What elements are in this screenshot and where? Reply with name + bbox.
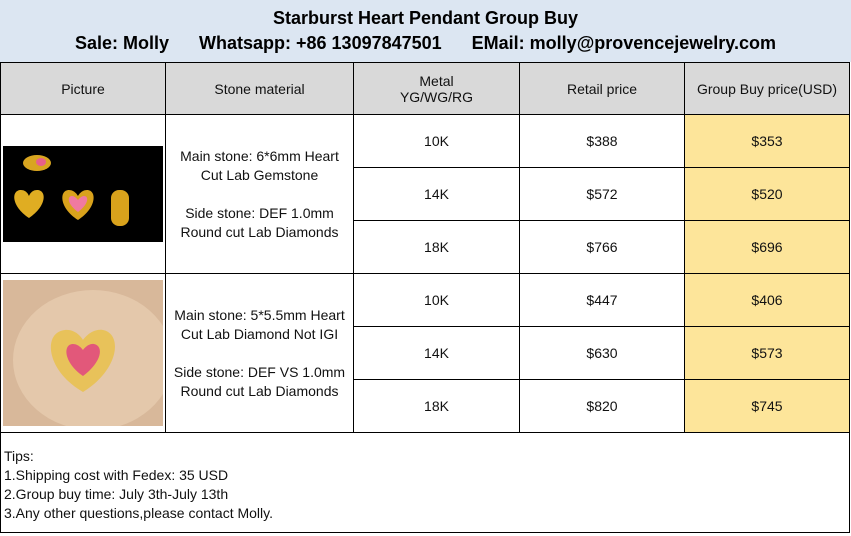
column-header: Metal YG/WG/RG: [353, 62, 520, 115]
stone-line: Main stone: 5*5.5mm Heart Cut Lab Diamon…: [174, 306, 345, 342]
group-price-cell: $353: [684, 114, 850, 168]
stone-text: Main stone: 6*6mm Heart Cut Lab Gemstone…: [166, 147, 353, 242]
column-header-text: Retail price: [566, 80, 638, 97]
product-photo: [3, 146, 163, 242]
cell-text: $520: [751, 186, 783, 202]
picture-cell: [0, 114, 166, 274]
column-header-text: Picture: [61, 80, 105, 97]
tip-item: 3.Any other questions,please contact Mol…: [4, 505, 274, 521]
group-price-cell: $520: [684, 167, 850, 221]
tip-item: 1.Shipping cost with Fedex: 35 USD: [4, 467, 229, 483]
cell-text: 10K: [424, 133, 449, 149]
cell-text: 18K: [424, 398, 449, 414]
stone-cell: Main stone: 6*6mm Heart Cut Lab Gemstone…: [165, 114, 354, 274]
stone-line: Side stone: DEF 1.0mm Round cut Lab Diam…: [180, 204, 339, 240]
cell-text: $406: [751, 292, 783, 308]
cell-text: $820: [586, 398, 618, 414]
contact: Sale: Molly Whatsapp: +86 13097847501 EMai…: [0, 33, 851, 54]
title: Starburst Heart Pendant Group Buy: [272, 8, 579, 28]
picture-cell: [0, 273, 166, 433]
tip-item: 2.Group buy time: July 3th-July 13th: [4, 486, 229, 502]
group-price-cell: $573: [684, 326, 850, 380]
retail-cell: $388: [519, 114, 685, 168]
stone-line: Main stone: 6*6mm Heart Cut Lab Gemstone: [180, 147, 339, 183]
cell-text: $353: [751, 133, 783, 149]
column-header: Picture: [0, 62, 166, 115]
cell-text: 18K: [424, 239, 449, 255]
column-header-text: Metal YG/WG/RG: [399, 72, 474, 105]
retail-cell: $766: [519, 220, 685, 274]
metal-cell: 14K: [353, 167, 520, 221]
cell-text: $447: [586, 292, 618, 308]
stone-line: Side stone: DEF VS 1.0mm Round cut Lab D…: [173, 363, 346, 399]
retail-cell: $630: [519, 326, 685, 380]
column-header: Retail price: [519, 62, 685, 115]
cell-text: $573: [751, 345, 783, 361]
contact-item: Whatsapp: +86 13097847501: [199, 33, 442, 53]
metal-cell: 18K: [353, 379, 520, 433]
cell-text: 14K: [424, 186, 449, 202]
cell-text: 14K: [424, 345, 449, 361]
tips-title: Tips:: [4, 448, 34, 464]
tips: Tips: 1.Shipping cost with Fedex: 35 USD 2…: [0, 432, 850, 533]
group-price-cell: $406: [684, 273, 850, 327]
metal-cell: 18K: [353, 220, 520, 274]
column-header: Group Buy price(USD): [684, 62, 850, 115]
retail-cell: $572: [519, 167, 685, 221]
product-photo: [3, 280, 163, 426]
group-price-cell: $696: [684, 220, 850, 274]
cell-text: $630: [586, 345, 618, 361]
group-price-cell: $745: [684, 379, 850, 433]
metal-cell: 10K: [353, 114, 520, 168]
metal-cell: 10K: [353, 273, 520, 327]
cell-text: $572: [586, 186, 618, 202]
stone-text: Main stone: 5*5.5mm Heart Cut Lab Diamon…: [166, 306, 353, 401]
cell-text: $696: [751, 239, 783, 255]
retail-cell: $820: [519, 379, 685, 433]
cell-text: $745: [751, 398, 783, 414]
cell-text: $388: [586, 133, 618, 149]
contact-item: Sale: Molly: [74, 33, 170, 53]
metal-cell: 14K: [353, 326, 520, 380]
retail-cell: $447: [519, 273, 685, 327]
header-band: [0, 0, 851, 62]
stone-cell: Main stone: 5*5.5mm Heart Cut Lab Diamon…: [165, 273, 354, 433]
column-header: Stone material: [165, 62, 354, 115]
column-header-text: Group Buy price(USD): [696, 80, 838, 97]
cell-text: $766: [586, 239, 618, 255]
column-header-text: Stone material: [214, 80, 305, 97]
contact-item: EMail: molly@provencejewelry.com: [471, 33, 776, 53]
cell-text: 10K: [424, 292, 449, 308]
